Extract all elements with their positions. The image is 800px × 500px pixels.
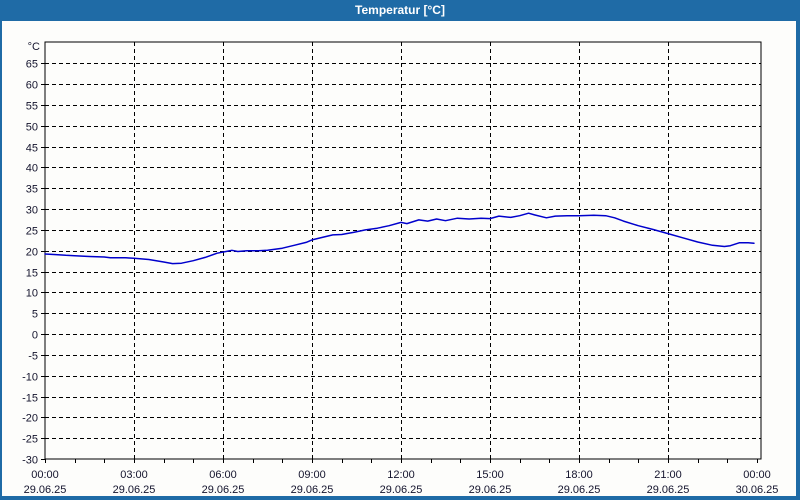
x-tick-time: 00:00 <box>743 469 771 481</box>
svg-text:-10: -10 <box>22 372 38 384</box>
y-axis-labels: -30 -25 -20 -15 -10 -5 0 5 10 15 20 25 30 35 40 45 50 55 6… <box>22 41 40 467</box>
x-tick-date: 29.06.25 <box>380 484 423 496</box>
svg-text:40: 40 <box>26 163 38 175</box>
x-tick-date: 29.06.25 <box>647 484 690 496</box>
svg-text:-20: -20 <box>22 413 38 425</box>
window-title: Temperatur [°C] <box>355 3 445 17</box>
svg-text:50: 50 <box>26 122 38 134</box>
x-tick-time: 03:00 <box>120 469 148 481</box>
x-tick-time: 21:00 <box>654 469 682 481</box>
window-titlebar[interactable]: Temperatur [°C] <box>0 0 800 21</box>
x-tick-date: 29.06.25 <box>558 484 601 496</box>
x-tick-time: 00:00 <box>31 469 59 481</box>
window-frame-right <box>796 21 800 500</box>
x-tick-date: 29.06.25 <box>469 484 512 496</box>
window-frame-left <box>0 21 2 500</box>
svg-text:-30: -30 <box>22 455 38 467</box>
x-tick-time: 12:00 <box>387 469 415 481</box>
x-tick-date: 29.06.25 <box>291 484 334 496</box>
x-tick-time: 09:00 <box>298 469 326 481</box>
svg-text:45: 45 <box>26 143 38 155</box>
x-tick-time: 15:00 <box>476 469 504 481</box>
svg-text:60: 60 <box>26 80 38 92</box>
x-tick-time: 18:00 <box>565 469 593 481</box>
gridlines <box>45 42 761 459</box>
svg-text:-25: -25 <box>22 434 38 446</box>
svg-text:-5: -5 <box>28 351 38 363</box>
svg-text:30: 30 <box>26 205 38 217</box>
axis-ticks <box>41 63 758 463</box>
y-axis-unit-label: °C <box>28 41 40 53</box>
x-axis-labels: 00:00 29.06.25 03:00 29.06.25 06:00 29.06.25 0… <box>24 469 779 496</box>
svg-text:15: 15 <box>26 268 38 280</box>
x-tick-date: 30.06.25 <box>736 484 779 496</box>
svg-text:10: 10 <box>26 288 38 300</box>
plot-area <box>44 41 762 460</box>
svg-text:20: 20 <box>26 247 38 259</box>
svg-text:65: 65 <box>26 59 38 71</box>
svg-text:55: 55 <box>26 101 38 113</box>
x-tick-date: 29.06.25 <box>113 484 156 496</box>
svg-text:35: 35 <box>26 184 38 196</box>
svg-text:0: 0 <box>32 330 38 342</box>
x-tick-date: 29.06.25 <box>24 484 67 496</box>
temperature-series-line <box>44 212 755 265</box>
svg-text:-15: -15 <box>22 393 38 405</box>
svg-text:25: 25 <box>26 226 38 238</box>
window-frame-bottom <box>0 496 800 500</box>
x-tick-date: 29.06.25 <box>202 484 245 496</box>
svg-text:5: 5 <box>32 309 38 321</box>
x-tick-time: 06:00 <box>209 469 237 481</box>
